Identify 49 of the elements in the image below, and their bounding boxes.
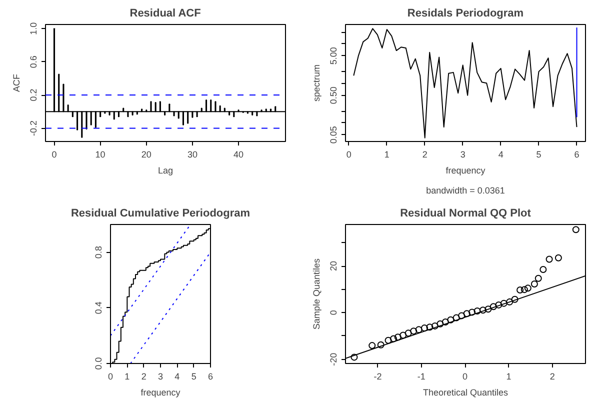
- y-tick-label: 1.0: [28, 22, 38, 35]
- x-tick-label: -1: [417, 372, 426, 382]
- x-tick-label: 5: [191, 372, 196, 382]
- x-tick-label: 1: [506, 372, 512, 382]
- y-tick-label: 0.2: [28, 88, 38, 102]
- x-tick-label: 10: [95, 150, 106, 160]
- chart-title: Residals Periodogram: [407, 8, 524, 20]
- text: bandwidth = 0.0361: [426, 186, 505, 196]
- y-tick-label: 0.05: [328, 126, 338, 144]
- y-tick-label: 0.0: [94, 357, 104, 370]
- y-tick-label: 0.6: [28, 56, 38, 68]
- x-tick-label: 3: [158, 372, 164, 382]
- y-axis-title: spectrum: [312, 64, 322, 102]
- x-tick-label: 0: [346, 150, 352, 160]
- x-tick-label: 30: [187, 150, 198, 160]
- y-tick-label: -0.2: [28, 120, 38, 136]
- y-tick-label: 0.8: [94, 246, 104, 259]
- x-tick-label: 40: [234, 150, 244, 160]
- x-tick-label: 4: [498, 150, 504, 160]
- y-tick-label: -20: [328, 352, 338, 366]
- y-tick-label: 0: [328, 310, 338, 316]
- x-tick-label: 20: [141, 150, 152, 160]
- x-tick-label: 5: [536, 150, 542, 160]
- x-axis-title: frequency: [446, 166, 486, 176]
- x-tick-label: -2: [374, 372, 382, 382]
- x-tick-label: 0: [52, 150, 57, 160]
- x-tick-label: 6: [208, 372, 214, 382]
- x-tick-label: 2: [141, 372, 146, 382]
- y-tick-label: 20: [328, 261, 338, 272]
- y-tick-label: 0.4: [94, 302, 104, 314]
- x-tick-label: 6: [574, 150, 580, 160]
- x-tick-label: 1: [384, 150, 390, 160]
- y-tick-label: 5.00: [328, 47, 338, 65]
- x-axis-title: Lag: [158, 166, 174, 176]
- chart-title: Residual ACF: [130, 8, 202, 20]
- x-tick-label: 2: [550, 372, 555, 382]
- x-axis-title: Theoretical Quantiles: [422, 388, 509, 398]
- x-tick-label: 0: [462, 372, 468, 382]
- x-tick-label: 2: [422, 150, 428, 160]
- y-tick-label: 0.50: [328, 86, 338, 104]
- x-tick-label: 0: [108, 372, 114, 382]
- x-tick-label: 1: [124, 372, 130, 382]
- chart-title: Residual Cumulative Periodogram: [70, 208, 250, 220]
- x-tick-label: 3: [460, 150, 466, 160]
- y-axis-title: Sample Quantiles: [312, 258, 322, 330]
- x-tick-label: 4: [174, 372, 180, 382]
- x-axis-title: frequency: [140, 388, 181, 398]
- chart-title: Residual Normal QQ Plot: [400, 208, 532, 220]
- y-axis-title: ACF: [12, 74, 22, 92]
